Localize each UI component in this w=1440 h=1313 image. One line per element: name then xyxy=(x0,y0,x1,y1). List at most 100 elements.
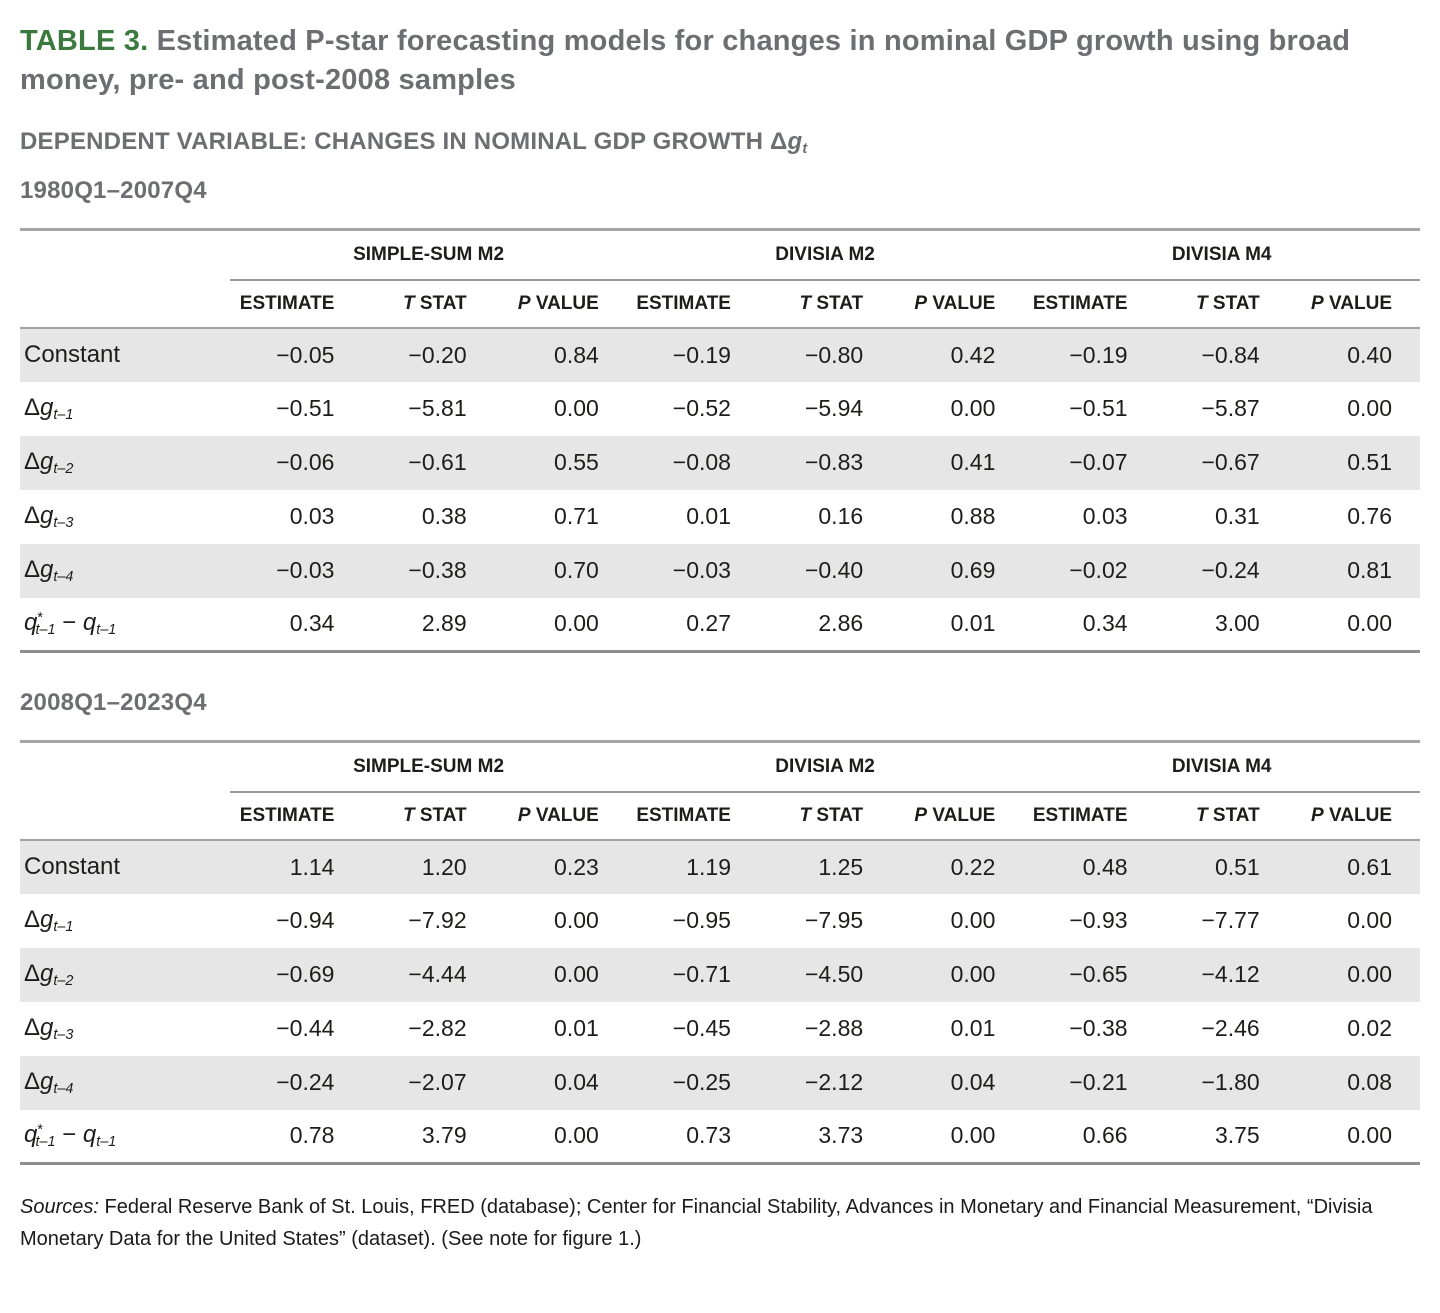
text-segment: STAT xyxy=(414,292,467,314)
table-row: Constant −0.05 −0.20 0.84 −0.19 −0.80 0.42 −0.1… xyxy=(20,327,1420,382)
group-header-row: SIMPLE-SUM M2 DIVISIA M2 DIVISIA M4 xyxy=(20,229,1420,281)
text-segment: P xyxy=(517,292,531,314)
table-section: 1980Q1–2007Q4 SIMPLE-SUM M2 DIVISIA M2 DIV… xyxy=(20,177,1420,654)
value-cell: 0.00 xyxy=(554,907,599,934)
text-segment: Δ xyxy=(24,394,41,422)
value-cell: −0.61 xyxy=(408,449,467,476)
value-cell: 0.23 xyxy=(554,853,599,880)
value-cell: −1.80 xyxy=(1201,1069,1260,1096)
text-segment: ESTIMATE xyxy=(1032,292,1128,314)
value-cell: 0.71 xyxy=(554,503,599,530)
text-segment: Constant xyxy=(24,853,121,881)
row-label: Δgt–1 xyxy=(20,382,230,436)
value-cell: 0.01 xyxy=(950,1015,996,1042)
text-segment: * xyxy=(37,1122,43,1139)
value-cell: 0.22 xyxy=(950,853,996,880)
value-cell: 3.00 xyxy=(1214,610,1260,637)
group-header: DIVISIA M4 xyxy=(1023,741,1420,793)
value-cell: 0.16 xyxy=(818,503,864,530)
text-segment: g xyxy=(40,1068,54,1096)
text-segment: STAT xyxy=(811,804,864,826)
table-title-text: Estimated P-star forecasting models for … xyxy=(20,25,1351,96)
value-cell: −0.44 xyxy=(276,1015,335,1042)
g-symbol: g xyxy=(787,128,803,155)
value-cell: −5.94 xyxy=(804,395,864,422)
value-cell: 0.73 xyxy=(686,1122,731,1149)
text-segment: Δ xyxy=(24,960,41,988)
text-segment: VALUE xyxy=(1323,804,1392,826)
value-cell: −0.38 xyxy=(1069,1015,1128,1042)
text-segment: P xyxy=(914,804,928,826)
text-segment: t–1 xyxy=(53,407,74,424)
text-segment: t–1 xyxy=(35,1134,56,1151)
sections: 1980Q1–2007Q4 SIMPLE-SUM M2 DIVISIA M2 DIV… xyxy=(20,177,1420,1166)
value-cell: 0.00 xyxy=(554,610,599,637)
text-segment: t–1 xyxy=(35,622,56,639)
corner-cell xyxy=(20,230,230,280)
text-segment: P xyxy=(1311,804,1324,826)
results-table: SIMPLE-SUM M2 DIVISIA M2 DIVISIA M4 ESTIMA… xyxy=(20,740,1420,1166)
text-segment: Δ xyxy=(24,906,41,934)
value-cell: 0.48 xyxy=(1082,853,1128,880)
column-header: P VALUE xyxy=(1287,791,1420,841)
dependent-variable-text: DEPENDENT VARIABLE: CHANGES IN NOMINAL G… xyxy=(20,128,771,155)
table-row: Δgt–1 −0.94 −7.92 0.00 −0.95 −7.95 0.00 −0.93 −7… xyxy=(20,894,1420,948)
text-segment: VALUE xyxy=(927,804,996,826)
value-cell: −0.51 xyxy=(276,395,335,422)
value-cell: 0.00 xyxy=(950,395,996,422)
text-segment: T xyxy=(402,804,415,826)
text-segment: VALUE xyxy=(530,804,599,826)
table-title: TABLE 3. Estimated P-star forecasting mo… xyxy=(20,22,1420,100)
value-cell: 1.14 xyxy=(289,853,335,880)
value-cell: 2.89 xyxy=(421,610,467,637)
text-segment: ESTIMATE xyxy=(1032,804,1128,826)
text-segment: t–3 xyxy=(53,515,74,532)
value-cell: 0.00 xyxy=(950,907,996,934)
value-cell: −2.46 xyxy=(1201,1015,1260,1042)
text-segment: t–2 xyxy=(53,461,74,478)
value-cell: −0.84 xyxy=(1201,341,1260,368)
text-segment: q xyxy=(82,609,97,637)
value-cell: 0.00 xyxy=(1347,395,1392,422)
table-row: Δgt–4 −0.24 −2.07 0.04 −0.25 −2.12 0.04 −0.21 −1… xyxy=(20,1055,1420,1110)
value-cell: −0.51 xyxy=(1069,395,1128,422)
section-period: 2008Q1–2023Q4 xyxy=(20,689,207,717)
value-cell: 3.73 xyxy=(818,1122,864,1149)
value-cell: 0.34 xyxy=(289,610,335,637)
text-segment: VALUE xyxy=(530,292,599,314)
text-segment: g xyxy=(40,502,54,530)
text-segment: g xyxy=(40,448,54,476)
text-segment: T xyxy=(799,804,812,826)
text-segment: P xyxy=(517,804,531,826)
value-cell: 0.01 xyxy=(686,503,731,530)
corner-cell xyxy=(20,742,230,792)
value-cell: −0.20 xyxy=(408,341,467,368)
value-cell: −5.87 xyxy=(1201,395,1260,422)
value-cell: −0.25 xyxy=(672,1069,731,1096)
value-cell: 0.01 xyxy=(554,1015,599,1042)
value-cell: −7.95 xyxy=(804,907,864,934)
text-segment: P xyxy=(914,292,928,314)
text-segment: t–2 xyxy=(53,973,74,990)
value-cell: −4.12 xyxy=(1201,961,1260,988)
value-cell: 0.38 xyxy=(421,503,467,530)
group-header: SIMPLE-SUM M2 xyxy=(230,741,627,793)
table-body: Constant 1.14 1.20 0.23 1.19 1.25 0.22 0.48 0.51… xyxy=(20,839,1420,1164)
column-header: T STAT xyxy=(362,279,495,329)
value-cell: −0.07 xyxy=(1069,449,1128,476)
table-row: Δgt–3 0.03 0.38 0.71 0.01 0.16 0.88 0.03 0.31 0.7… xyxy=(20,490,1420,544)
value-cell: 0.41 xyxy=(950,449,996,476)
value-cell: 0.00 xyxy=(1347,961,1392,988)
value-cell: −0.38 xyxy=(408,557,467,584)
text-segment: g xyxy=(40,394,54,422)
text-segment: STAT xyxy=(811,292,864,314)
text-segment: Constant xyxy=(24,341,121,369)
value-cell: −4.50 xyxy=(804,961,864,988)
text-segment: g xyxy=(40,906,54,934)
column-header: ESTIMATE xyxy=(1023,791,1156,841)
text-segment: STAT xyxy=(1207,804,1260,826)
column-header: ESTIMATE xyxy=(626,791,759,841)
value-cell: −0.03 xyxy=(276,557,335,584)
text-segment: t–3 xyxy=(53,1027,74,1044)
table-body: Constant −0.05 −0.20 0.84 −0.19 −0.80 0.42 −0.1… xyxy=(20,327,1420,652)
